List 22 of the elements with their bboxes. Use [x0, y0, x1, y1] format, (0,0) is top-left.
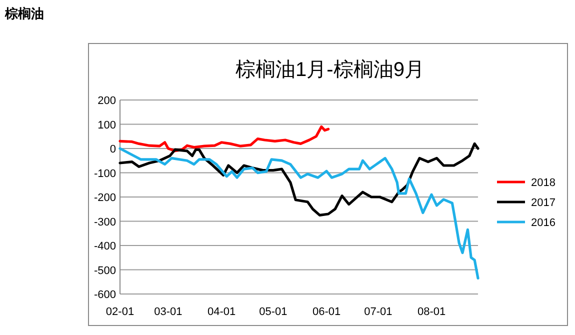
chart-title: 棕榈油1月-棕榈油9月	[236, 59, 424, 81]
y-tick-label: 200	[98, 95, 116, 107]
y-tick-label: -100	[94, 168, 116, 180]
y-tick-label: -500	[94, 264, 116, 277]
y-tick-label: -200	[94, 192, 116, 204]
x-tick-label: 06-01	[312, 306, 341, 318]
y-tick-label: 100	[98, 119, 116, 132]
y-tick-label: 0	[110, 144, 116, 156]
x-tick-label: 07-01	[364, 306, 392, 318]
x-tick-label: 08-01	[417, 306, 446, 318]
x-tick-label: 02-01	[106, 306, 134, 318]
legend-label: 2016	[531, 217, 556, 229]
line-series	[118, 125, 330, 152]
text: 棕榈油	[4, 6, 44, 21]
y-tick-label: -300	[94, 216, 116, 228]
legend-label: 2018	[531, 177, 556, 189]
x-tick-label: 05-01	[259, 306, 288, 318]
y-tick-label: -400	[94, 240, 116, 252]
y-tick-label: -600	[94, 289, 116, 301]
x-tick-label: 04-01	[207, 306, 236, 318]
x-tick-label: 03-01	[154, 306, 182, 318]
legend-label: 2017	[531, 197, 556, 209]
